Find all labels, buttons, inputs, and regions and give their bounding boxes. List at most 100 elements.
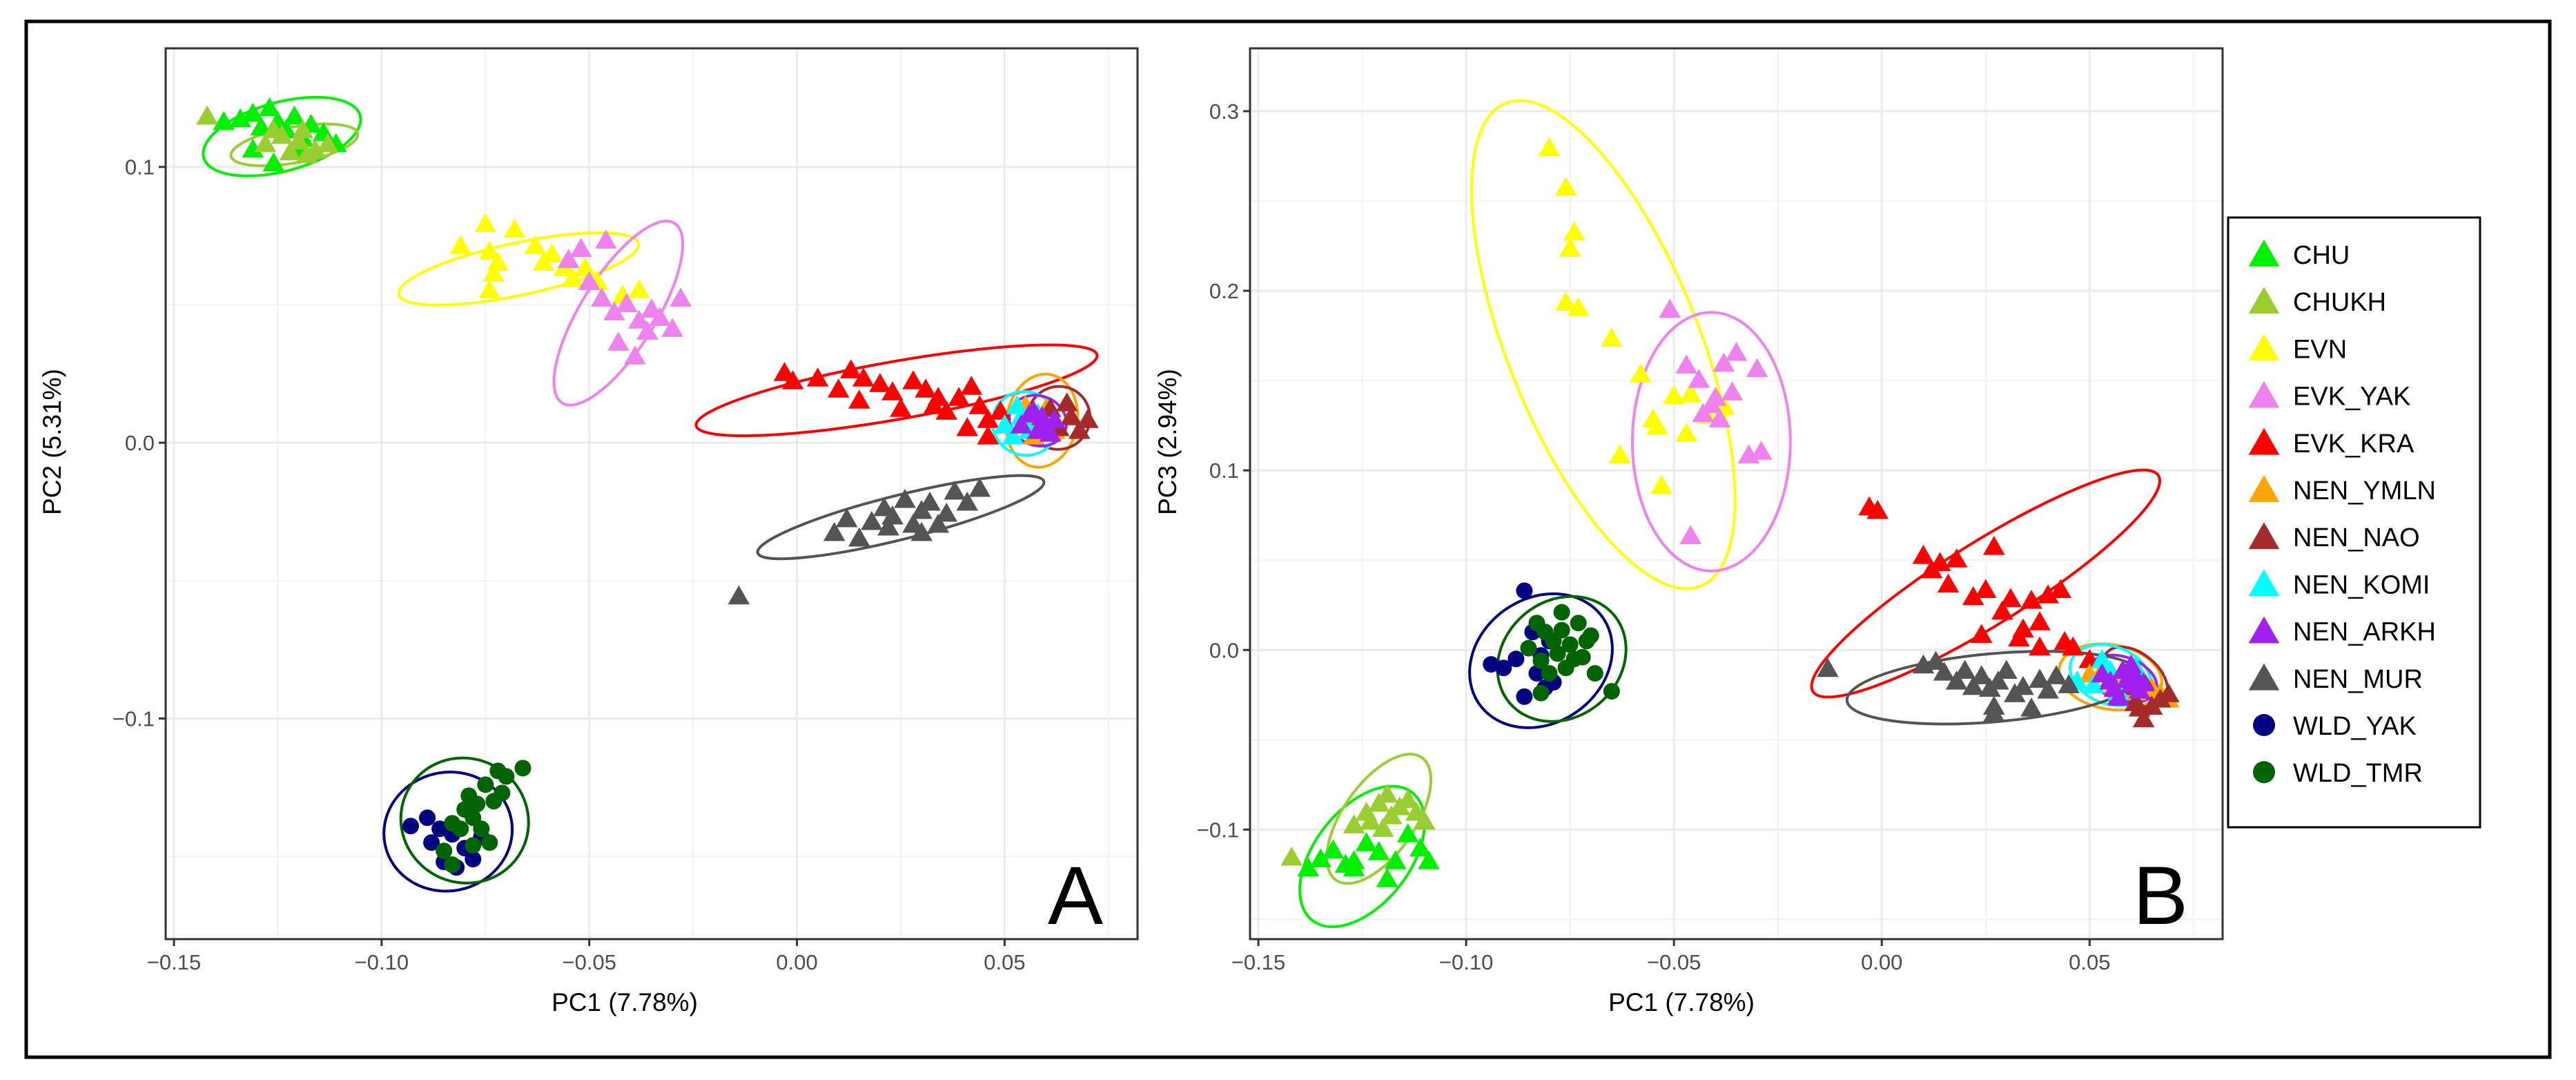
- point-evk-kra: [806, 367, 829, 387]
- point-nen-mur: [1962, 675, 1984, 695]
- panel-a: −0.15 −0.10 −0.05 0.00 0.05 −0.1 0.0 0.1 PC1 (7…: [38, 47, 1139, 1016]
- point-evk-kra: [989, 401, 1012, 420]
- point-evk-yak: [670, 287, 692, 307]
- point-nen-mur: [2058, 674, 2080, 693]
- panel-a-grid: [166, 48, 1138, 939]
- point-wld-tmr: [1532, 652, 1550, 669]
- point-nen-nao: [1055, 392, 1078, 412]
- point-evn: [1650, 474, 1672, 494]
- point-evk-kra: [1974, 579, 1997, 598]
- point-chu: [1397, 823, 1419, 842]
- point-evk-yak: [641, 298, 663, 318]
- point-chukh: [1372, 818, 1394, 837]
- point-wld-tmr: [494, 784, 511, 802]
- point-evk-kra: [948, 387, 970, 406]
- point-evk-kra: [1983, 536, 2005, 555]
- x-tick-label: −0.15: [1231, 950, 1285, 974]
- point-evk-yak: [1708, 408, 1731, 427]
- point-evk-yak: [578, 271, 601, 291]
- point-evk-yak: [569, 238, 592, 258]
- point-evn: [524, 235, 547, 255]
- point-evk-yak: [628, 309, 650, 329]
- point-chu: [258, 97, 281, 117]
- legend-key-evk-yak: [2248, 380, 2280, 408]
- legend-label-chukh: CHUKH: [2293, 288, 2386, 317]
- point-evk-kra: [869, 373, 891, 392]
- panel-b-plot: −0.15 −0.10 −0.05 0.00 0.05 −0.1 0.0 0.1 0.2 0.3: [1197, 47, 2224, 974]
- point-evn: [478, 279, 501, 298]
- point-evn: [503, 218, 526, 238]
- panel-a-background: [166, 48, 1138, 939]
- point-evn: [574, 257, 596, 277]
- point-wld-yak: [1483, 656, 1500, 673]
- point-evk-yak: [1704, 387, 1727, 406]
- ellipse-evk-yak: [1630, 311, 1792, 572]
- point-chukh: [291, 119, 314, 139]
- point-nen-mur: [1953, 659, 1976, 679]
- point-wld-yak: [465, 851, 482, 868]
- point-nen-mur: [2029, 668, 2051, 688]
- x-tick-label: −0.05: [563, 950, 616, 974]
- point-evk-kra: [1945, 548, 1968, 568]
- point-evk-kra: [1929, 552, 1951, 571]
- point-evk-yak: [1750, 441, 1773, 460]
- point-chu: [242, 138, 264, 158]
- point-evn: [478, 240, 501, 260]
- point-evk-kra: [977, 409, 999, 428]
- point-chu: [1355, 832, 1378, 851]
- ellipse-nen-mur: [756, 474, 1046, 561]
- point-chukh: [1343, 814, 1365, 833]
- point-nen-mur: [968, 478, 991, 497]
- point-evk-kra: [1970, 624, 1993, 644]
- y-tick-label: 0.3: [1209, 99, 1239, 124]
- point-evk-kra: [956, 417, 979, 436]
- legend: CHU CHUKH EVN EVK_YAK EVK_KRA NEN_YMLN NEN_NAO…: [2227, 216, 2481, 829]
- point-chukh: [287, 130, 310, 150]
- ellipse-evn: [1470, 99, 1737, 590]
- point-nen-komi: [993, 414, 1016, 434]
- point-evn: [1679, 383, 1702, 403]
- y-tick-label: −0.1: [113, 706, 155, 731]
- point-chu: [1322, 839, 1345, 859]
- point-wld-tmr: [498, 768, 515, 785]
- point-evk-yak: [1679, 525, 1702, 544]
- panel-a-letter: A: [1048, 849, 1103, 942]
- point-evk-yak: [603, 301, 625, 320]
- point-nen-mur: [1987, 671, 2009, 690]
- point-evn: [1559, 238, 1581, 257]
- point-nen-arkh: [1039, 423, 1062, 442]
- point-evk-yak: [590, 287, 613, 307]
- ellipse-chu: [202, 95, 362, 177]
- point-nen-nao: [1060, 406, 1082, 425]
- point-evn: [1646, 415, 1668, 435]
- point-chu: [229, 108, 252, 128]
- legend-label-evk-kra: EVK_KRA: [2293, 430, 2414, 459]
- point-wld-tmr: [1574, 648, 1591, 666]
- legend-key-nen-komi: [2248, 569, 2280, 597]
- ellipse-chu: [1298, 784, 1426, 929]
- point-wld-tmr: [444, 856, 461, 874]
- point-wld-tmr: [481, 834, 498, 851]
- point-wld-tmr: [1549, 645, 1566, 662]
- point-wld-tmr: [436, 842, 453, 860]
- legend-key-nen-arkh: [2248, 616, 2280, 644]
- point-chukh: [1397, 789, 1419, 809]
- point-chukh: [279, 141, 302, 161]
- point-wld-tmr: [1541, 665, 1558, 682]
- point-evk-yak: [1688, 369, 1710, 388]
- point-wld-yak: [419, 809, 436, 827]
- point-nen-komi: [2082, 674, 2105, 693]
- point-evk-yak: [661, 318, 683, 337]
- point-evn: [1663, 385, 1685, 405]
- ellipse-evn: [397, 231, 641, 307]
- point-wld-yak: [1507, 650, 1525, 668]
- point-evk-kra: [2062, 636, 2085, 656]
- legend-label-nen-komi: NEN_KOMI: [2293, 570, 2430, 599]
- point-evk-kra: [915, 378, 937, 398]
- point-evk-kra: [827, 378, 850, 398]
- point-chu: [1297, 857, 1320, 877]
- panel-b-points: [1280, 137, 2180, 887]
- point-nen-komi: [1002, 425, 1024, 445]
- point-nen-mur: [823, 521, 846, 541]
